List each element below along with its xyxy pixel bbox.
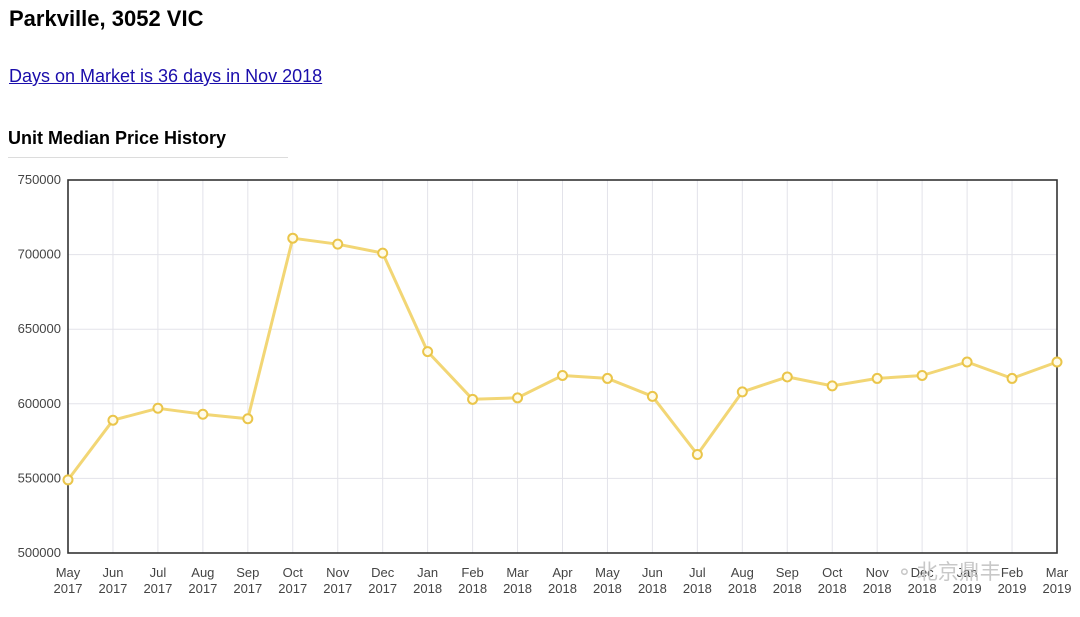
data-point (377, 247, 389, 259)
data-point (691, 449, 703, 461)
data-point (197, 408, 209, 420)
x-tick-label-year: 2019 (953, 581, 982, 596)
x-tick-label-year: 2018 (458, 581, 487, 596)
x-tick-label-year: 2017 (54, 581, 83, 596)
x-tick-label-year: 2018 (683, 581, 712, 596)
x-tick-label-month: Dec (371, 565, 395, 580)
x-tick-label-month: May (56, 565, 81, 580)
data-point (107, 414, 119, 426)
x-tick-label-month: Nov (866, 565, 890, 580)
data-point (646, 390, 658, 402)
y-tick-label: 650000 (18, 321, 61, 336)
x-tick-label-year: 2019 (998, 581, 1027, 596)
x-tick-label-month: Mar (506, 565, 529, 580)
x-tick-label-year: 2017 (368, 581, 397, 596)
watermark-text: 北京鼎丰 (916, 560, 1001, 584)
data-point (1006, 372, 1018, 384)
x-tick-label-month: Jun (642, 565, 663, 580)
data-point (601, 372, 613, 384)
x-tick-label-month: Oct (822, 565, 843, 580)
x-tick-label-month: Sep (236, 565, 259, 580)
data-point (512, 392, 524, 404)
data-point (826, 380, 838, 392)
data-point (961, 356, 973, 368)
x-tick-label-year: 2017 (98, 581, 127, 596)
data-point (781, 371, 793, 383)
x-tick-label-year: 2018 (593, 581, 622, 596)
y-tick-label: 750000 (18, 172, 61, 187)
x-tick-label-year: 2018 (818, 581, 847, 596)
y-tick-label: 500000 (18, 545, 61, 560)
x-tick-label-month: Jan (957, 565, 978, 580)
x-tick-label-month: Feb (461, 565, 483, 580)
wechat-icon: ⚬ (896, 560, 913, 584)
x-tick-label-month: Aug (191, 565, 214, 580)
data-point (287, 232, 299, 244)
page-title: Parkville, 3052 VIC (9, 6, 204, 31)
section-divider (8, 157, 288, 158)
x-tick-label-year: 2018 (503, 581, 532, 596)
x-tick-label-month: Jul (150, 565, 167, 580)
x-tick-label-year: 2017 (323, 581, 352, 596)
x-tick-label-month: Oct (283, 565, 304, 580)
y-tick-label: 700000 (18, 247, 61, 262)
x-tick-label-month: Nov (326, 565, 350, 580)
chart-series (62, 232, 1063, 486)
data-point (916, 369, 928, 381)
x-tick-label-year: 2017 (278, 581, 307, 596)
data-point (332, 238, 344, 250)
x-tick-label-month: Jun (102, 565, 123, 580)
x-tick-label-month: Sep (776, 565, 799, 580)
x-tick-label-year: 2018 (638, 581, 667, 596)
x-tick-label-month: Apr (552, 565, 573, 580)
data-point (422, 346, 434, 358)
watermark: ⚬ 北京鼎丰 (896, 556, 1001, 586)
x-tick-label-month: Dec (911, 565, 935, 580)
x-tick-label-year: 2018 (728, 581, 757, 596)
data-point (871, 372, 883, 384)
days-on-market-link[interactable]: Days on Market is 36 days in Nov 2018 (9, 66, 323, 86)
x-tick-label-month: Jul (689, 565, 706, 580)
data-point (62, 474, 74, 486)
x-tick-label-year: 2018 (773, 581, 802, 596)
y-tick-label: 550000 (18, 470, 61, 485)
data-point (1051, 356, 1063, 368)
data-point (557, 369, 568, 381)
chart-grid (67, 179, 1058, 554)
data-point (152, 402, 164, 414)
x-tick-label-month: Jan (417, 565, 438, 580)
x-tick-label-year: 2018 (413, 581, 442, 596)
x-tick-label-year: 2017 (143, 581, 172, 596)
x-tick-label-year: 2018 (863, 581, 892, 596)
x-tick-label-month: Aug (731, 565, 754, 580)
data-point (736, 386, 748, 398)
x-tick-label-year: 2017 (188, 581, 217, 596)
section-title: Unit Median Price History (8, 128, 227, 148)
x-tick-label-month: Mar (1046, 565, 1069, 580)
chart-axes: 500000550000600000650000700000750000May2… (18, 172, 1072, 596)
x-tick-label-year: 2017 (233, 581, 262, 596)
y-tick-label: 600000 (18, 396, 61, 411)
data-point (242, 413, 254, 425)
x-tick-label-year: 2018 (908, 581, 937, 596)
x-tick-label-month: May (595, 565, 620, 580)
data-point (467, 393, 479, 405)
x-tick-label-month: Feb (1001, 565, 1023, 580)
x-tick-label-year: 2019 (1043, 581, 1072, 596)
x-tick-label-year: 2018 (548, 581, 577, 596)
